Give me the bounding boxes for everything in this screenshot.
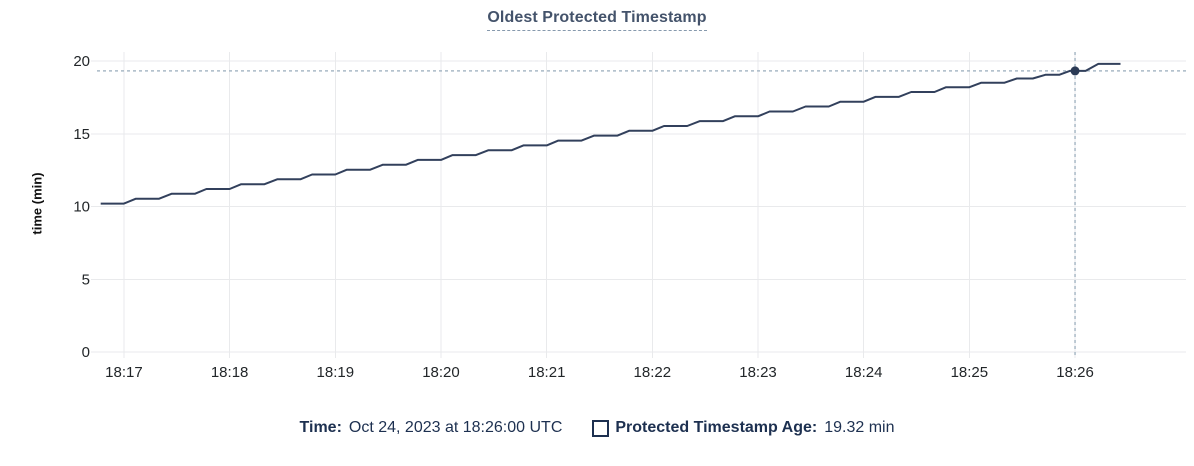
- x-tick-label: 18:26: [1056, 364, 1094, 381]
- y-tick-label: 10: [73, 199, 90, 216]
- x-tick-label: 18:23: [739, 364, 777, 381]
- y-tick-label: 0: [82, 344, 90, 361]
- y-tick-label: 5: [82, 271, 90, 288]
- legend-series-toggle[interactable]: Protected Timestamp Age: 19.32 min: [592, 419, 894, 437]
- y-tick-label: 15: [73, 126, 90, 143]
- hover-point-dot: [1070, 66, 1080, 76]
- x-tick-label: 18:24: [845, 364, 883, 381]
- x-tick-label: 18:21: [528, 364, 566, 381]
- chart-title-row: Oldest Protected Timestamp: [0, 9, 1194, 31]
- chart-plot-area[interactable]: 0 5 10 15 20 18:17 18:18 18:19 18:20 18:21 18:22 18…: [0, 0, 1194, 400]
- time-label: Time:: [299, 419, 342, 436]
- series-line: [100, 62, 1121, 205]
- empty-square-icon[interactable]: [592, 419, 610, 437]
- x-tick-label: 18:20: [422, 364, 460, 381]
- x-tick-label: 18:19: [317, 364, 355, 381]
- x-tick-label: 18:17: [105, 364, 143, 381]
- chart-legend: Time: Oct 24, 2023 at 18:26:00 UTC Prote…: [0, 419, 1194, 437]
- x-tick-label: 18:22: [634, 364, 672, 381]
- y-tick-label: 20: [73, 53, 90, 70]
- series-label: Protected Timestamp Age:: [615, 419, 818, 436]
- time-value: Oct 24, 2023 at 18:26:00 UTC: [348, 419, 563, 436]
- x-tick-label: 18:25: [951, 364, 989, 381]
- x-tick-label: 18:18: [211, 364, 249, 381]
- series-value: 19.32 min: [824, 419, 895, 436]
- chart-title[interactable]: Oldest Protected Timestamp: [487, 9, 707, 31]
